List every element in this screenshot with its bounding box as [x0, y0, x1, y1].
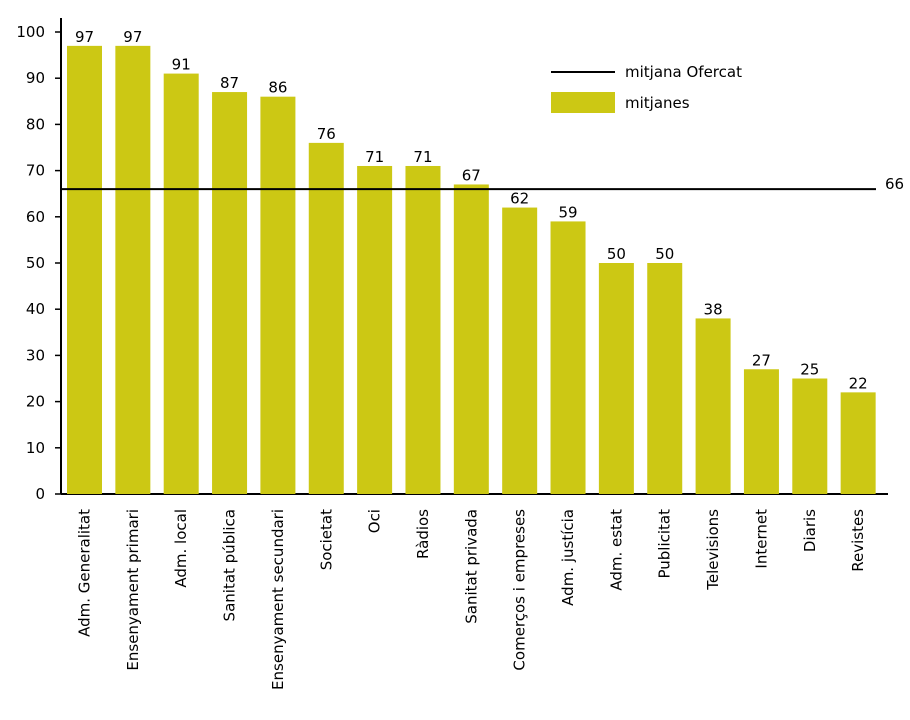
data-label: 25	[800, 361, 819, 379]
data-label: 87	[220, 74, 239, 92]
category-label: Internet	[752, 509, 770, 569]
bar	[308, 142, 344, 494]
category-label: Diaris	[801, 509, 819, 552]
data-label: 22	[849, 374, 868, 392]
legend-bar-swatch	[551, 92, 615, 113]
bar	[453, 184, 489, 494]
category-label: Ensenyament primari	[124, 509, 142, 671]
y-tick-label: 50	[26, 254, 45, 272]
y-tick-label: 80	[26, 115, 45, 133]
bar	[115, 45, 151, 495]
data-label: 71	[365, 148, 384, 166]
y-tick-label: 10	[26, 439, 45, 457]
y-tick-label: 20	[26, 393, 45, 411]
category-label: Ràdios	[414, 509, 432, 559]
category-label: Sanitat privada	[462, 509, 480, 624]
category-label: Adm. justícia	[559, 509, 577, 606]
bar	[260, 96, 296, 495]
reference-line-label: 66	[885, 175, 904, 193]
y-tick-label: 30	[26, 346, 45, 364]
data-label: 38	[704, 300, 723, 318]
data-label: 62	[510, 190, 529, 208]
legend: mitjana Ofercat mitjanes	[551, 63, 742, 113]
data-label: 76	[317, 125, 336, 143]
bars	[67, 45, 876, 495]
category-label: Comerços i empreses	[511, 509, 529, 671]
category-label: Publicitat	[656, 509, 674, 579]
category-label: Ensenyament secundari	[269, 509, 287, 690]
y-tick-label: 90	[26, 69, 45, 87]
bar	[695, 318, 731, 494]
category-label: Adm. Generalitat	[76, 509, 94, 637]
bar	[357, 165, 393, 495]
data-labels: 97 97 91 87 86 76 71 71 67 62 59 50 50 38 27 25 22	[75, 28, 868, 392]
data-label: 97	[123, 28, 142, 46]
bar	[502, 207, 538, 494]
bar	[598, 263, 634, 494]
bar	[792, 378, 828, 494]
y-tick-labels: 0 10 20 30 40 50 60 70 80 90 100	[16, 23, 61, 503]
data-label: 59	[558, 203, 577, 221]
bar	[550, 221, 586, 495]
bar	[743, 369, 779, 494]
y-tick-label: 0	[35, 485, 45, 503]
legend-line-label: mitjana Ofercat	[625, 63, 742, 81]
category-label: Televisions	[704, 509, 722, 591]
category-label: Adm. local	[172, 509, 190, 588]
data-label: 67	[462, 166, 481, 184]
bar	[840, 392, 876, 494]
legend-bar-label: mitjanes	[625, 94, 690, 112]
data-label: 97	[75, 28, 94, 46]
bar	[67, 45, 102, 495]
data-label: 50	[655, 245, 674, 263]
y-tick-label: 100	[16, 23, 45, 41]
bar	[405, 165, 441, 495]
category-label: Societat	[317, 509, 335, 570]
category-label: Oci	[366, 509, 384, 533]
data-label: 91	[172, 56, 191, 74]
category-label: Adm. estat	[607, 509, 625, 591]
category-label: Revistes	[849, 509, 867, 572]
category-label: Sanitat pública	[221, 509, 239, 621]
y-tick-label: 40	[26, 300, 45, 318]
category-labels: Adm. Generalitat Ensenyament primari Adm. …	[76, 509, 868, 690]
reference-line-group: 66	[61, 175, 904, 193]
y-tick-label: 60	[26, 208, 45, 226]
data-label: 86	[268, 79, 287, 97]
data-label: 50	[607, 245, 626, 263]
y-tick-label: 70	[26, 162, 45, 180]
bar	[163, 73, 199, 494]
bar	[647, 263, 683, 494]
data-label: 71	[413, 148, 432, 166]
data-label: 27	[752, 351, 771, 369]
bar	[212, 92, 248, 494]
